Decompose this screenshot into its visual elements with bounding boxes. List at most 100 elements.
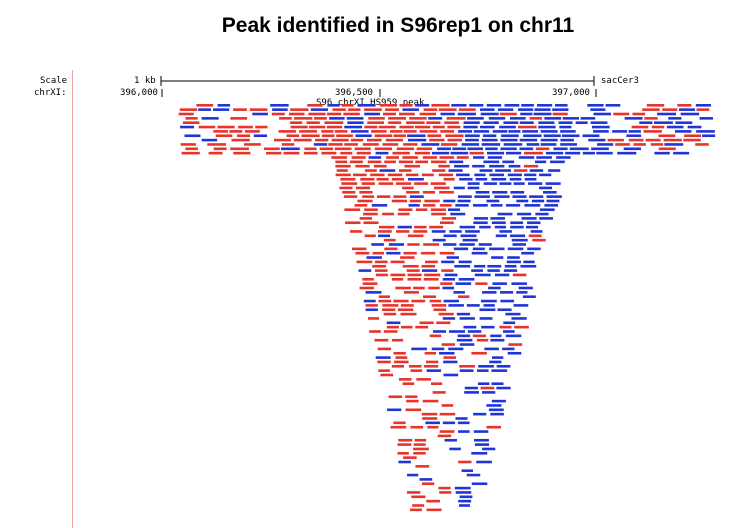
sequencing-read — [538, 121, 555, 124]
sequencing-read — [524, 204, 541, 207]
sequencing-read — [372, 264, 386, 268]
sequencing-read — [431, 230, 446, 233]
sequencing-read — [443, 356, 457, 359]
sequencing-read — [413, 443, 426, 446]
sequencing-read — [545, 182, 561, 185]
sequencing-read — [344, 125, 363, 129]
sequencing-read — [430, 208, 446, 211]
sequencing-read — [461, 143, 480, 146]
sequencing-read — [499, 325, 512, 329]
sequencing-read — [482, 391, 496, 394]
sequencing-read — [310, 108, 329, 111]
sequencing-read — [462, 238, 478, 242]
sequencing-read — [427, 425, 439, 429]
sequencing-read — [423, 278, 439, 281]
sequencing-read — [539, 208, 555, 211]
sequencing-read — [587, 104, 604, 107]
sequencing-read — [497, 212, 513, 216]
sequencing-read — [361, 182, 375, 185]
sequencing-read — [473, 130, 490, 133]
sequencing-read — [388, 243, 404, 246]
sequencing-read — [560, 143, 577, 146]
sequencing-read — [545, 151, 564, 155]
sequencing-read — [486, 199, 500, 203]
sequencing-read — [378, 225, 395, 229]
sequencing-read — [378, 369, 390, 372]
sequencing-read — [615, 143, 630, 146]
sequencing-read — [497, 108, 514, 111]
sequencing-read — [459, 317, 475, 320]
sequencing-read — [657, 112, 676, 116]
sequencing-read — [428, 117, 443, 120]
sequencing-read — [382, 212, 394, 216]
sequencing-read — [407, 278, 422, 281]
sequencing-read — [516, 291, 528, 294]
sequencing-read — [439, 191, 454, 194]
sequencing-read — [590, 108, 606, 111]
sequencing-read — [650, 143, 664, 146]
sequencing-read — [178, 112, 194, 116]
sequencing-read — [486, 425, 501, 429]
sequencing-read — [588, 138, 606, 142]
sequencing-read — [378, 234, 391, 238]
sequencing-read — [632, 112, 646, 116]
sequencing-read — [410, 369, 423, 372]
sequencing-read — [540, 130, 558, 133]
sequencing-read — [467, 117, 484, 120]
sequencing-read — [492, 282, 507, 285]
sequencing-read — [457, 195, 472, 198]
sequencing-read — [344, 143, 358, 146]
sequencing-read — [443, 234, 457, 238]
sequencing-read — [426, 508, 442, 512]
sequencing-read — [400, 256, 415, 259]
sequencing-read — [456, 156, 469, 159]
sequencing-read — [370, 173, 385, 177]
sequencing-read — [182, 121, 200, 124]
sequencing-read — [696, 108, 710, 111]
sequencing-read — [413, 452, 426, 455]
sequencing-read — [343, 195, 358, 198]
sequencing-read — [362, 282, 378, 285]
sequencing-read — [390, 273, 406, 277]
sequencing-read — [673, 151, 690, 155]
sequencing-read — [526, 143, 540, 146]
sequencing-read — [502, 347, 515, 351]
sequencing-read — [474, 264, 486, 268]
sequencing-read — [473, 438, 489, 442]
sequencing-read — [415, 160, 429, 164]
sequencing-read — [467, 330, 482, 333]
sequencing-read — [403, 251, 417, 255]
sequencing-read — [479, 317, 493, 320]
sequencing-read — [494, 195, 510, 198]
sequencing-read — [569, 147, 589, 151]
sequencing-read — [495, 234, 507, 238]
sequencing-read — [217, 104, 231, 107]
sequencing-read — [369, 330, 381, 333]
sequencing-read — [414, 182, 429, 185]
sequencing-read — [255, 125, 268, 129]
aligned-reads — [178, 104, 716, 512]
sequencing-read — [508, 343, 523, 346]
sequencing-read — [443, 373, 459, 377]
sequencing-read — [313, 143, 328, 146]
sequencing-read — [350, 138, 364, 142]
sequencing-read — [399, 104, 413, 107]
sequencing-read — [473, 221, 488, 225]
sequencing-read — [348, 108, 361, 111]
sequencing-read — [315, 138, 329, 142]
sequencing-read — [459, 369, 474, 372]
sequencing-read — [366, 256, 382, 259]
sequencing-read — [334, 147, 352, 151]
sequencing-read — [521, 104, 534, 107]
sequencing-read — [421, 482, 435, 486]
sequencing-read — [374, 338, 389, 342]
sequencing-read — [480, 386, 495, 390]
sequencing-read — [415, 465, 430, 468]
sequencing-read — [471, 351, 487, 355]
sequencing-read — [492, 191, 508, 194]
sequencing-read — [397, 452, 409, 455]
sequencing-read — [490, 217, 505, 220]
sequencing-read — [499, 125, 516, 129]
sequencing-read — [475, 177, 488, 181]
sequencing-read — [505, 334, 522, 338]
